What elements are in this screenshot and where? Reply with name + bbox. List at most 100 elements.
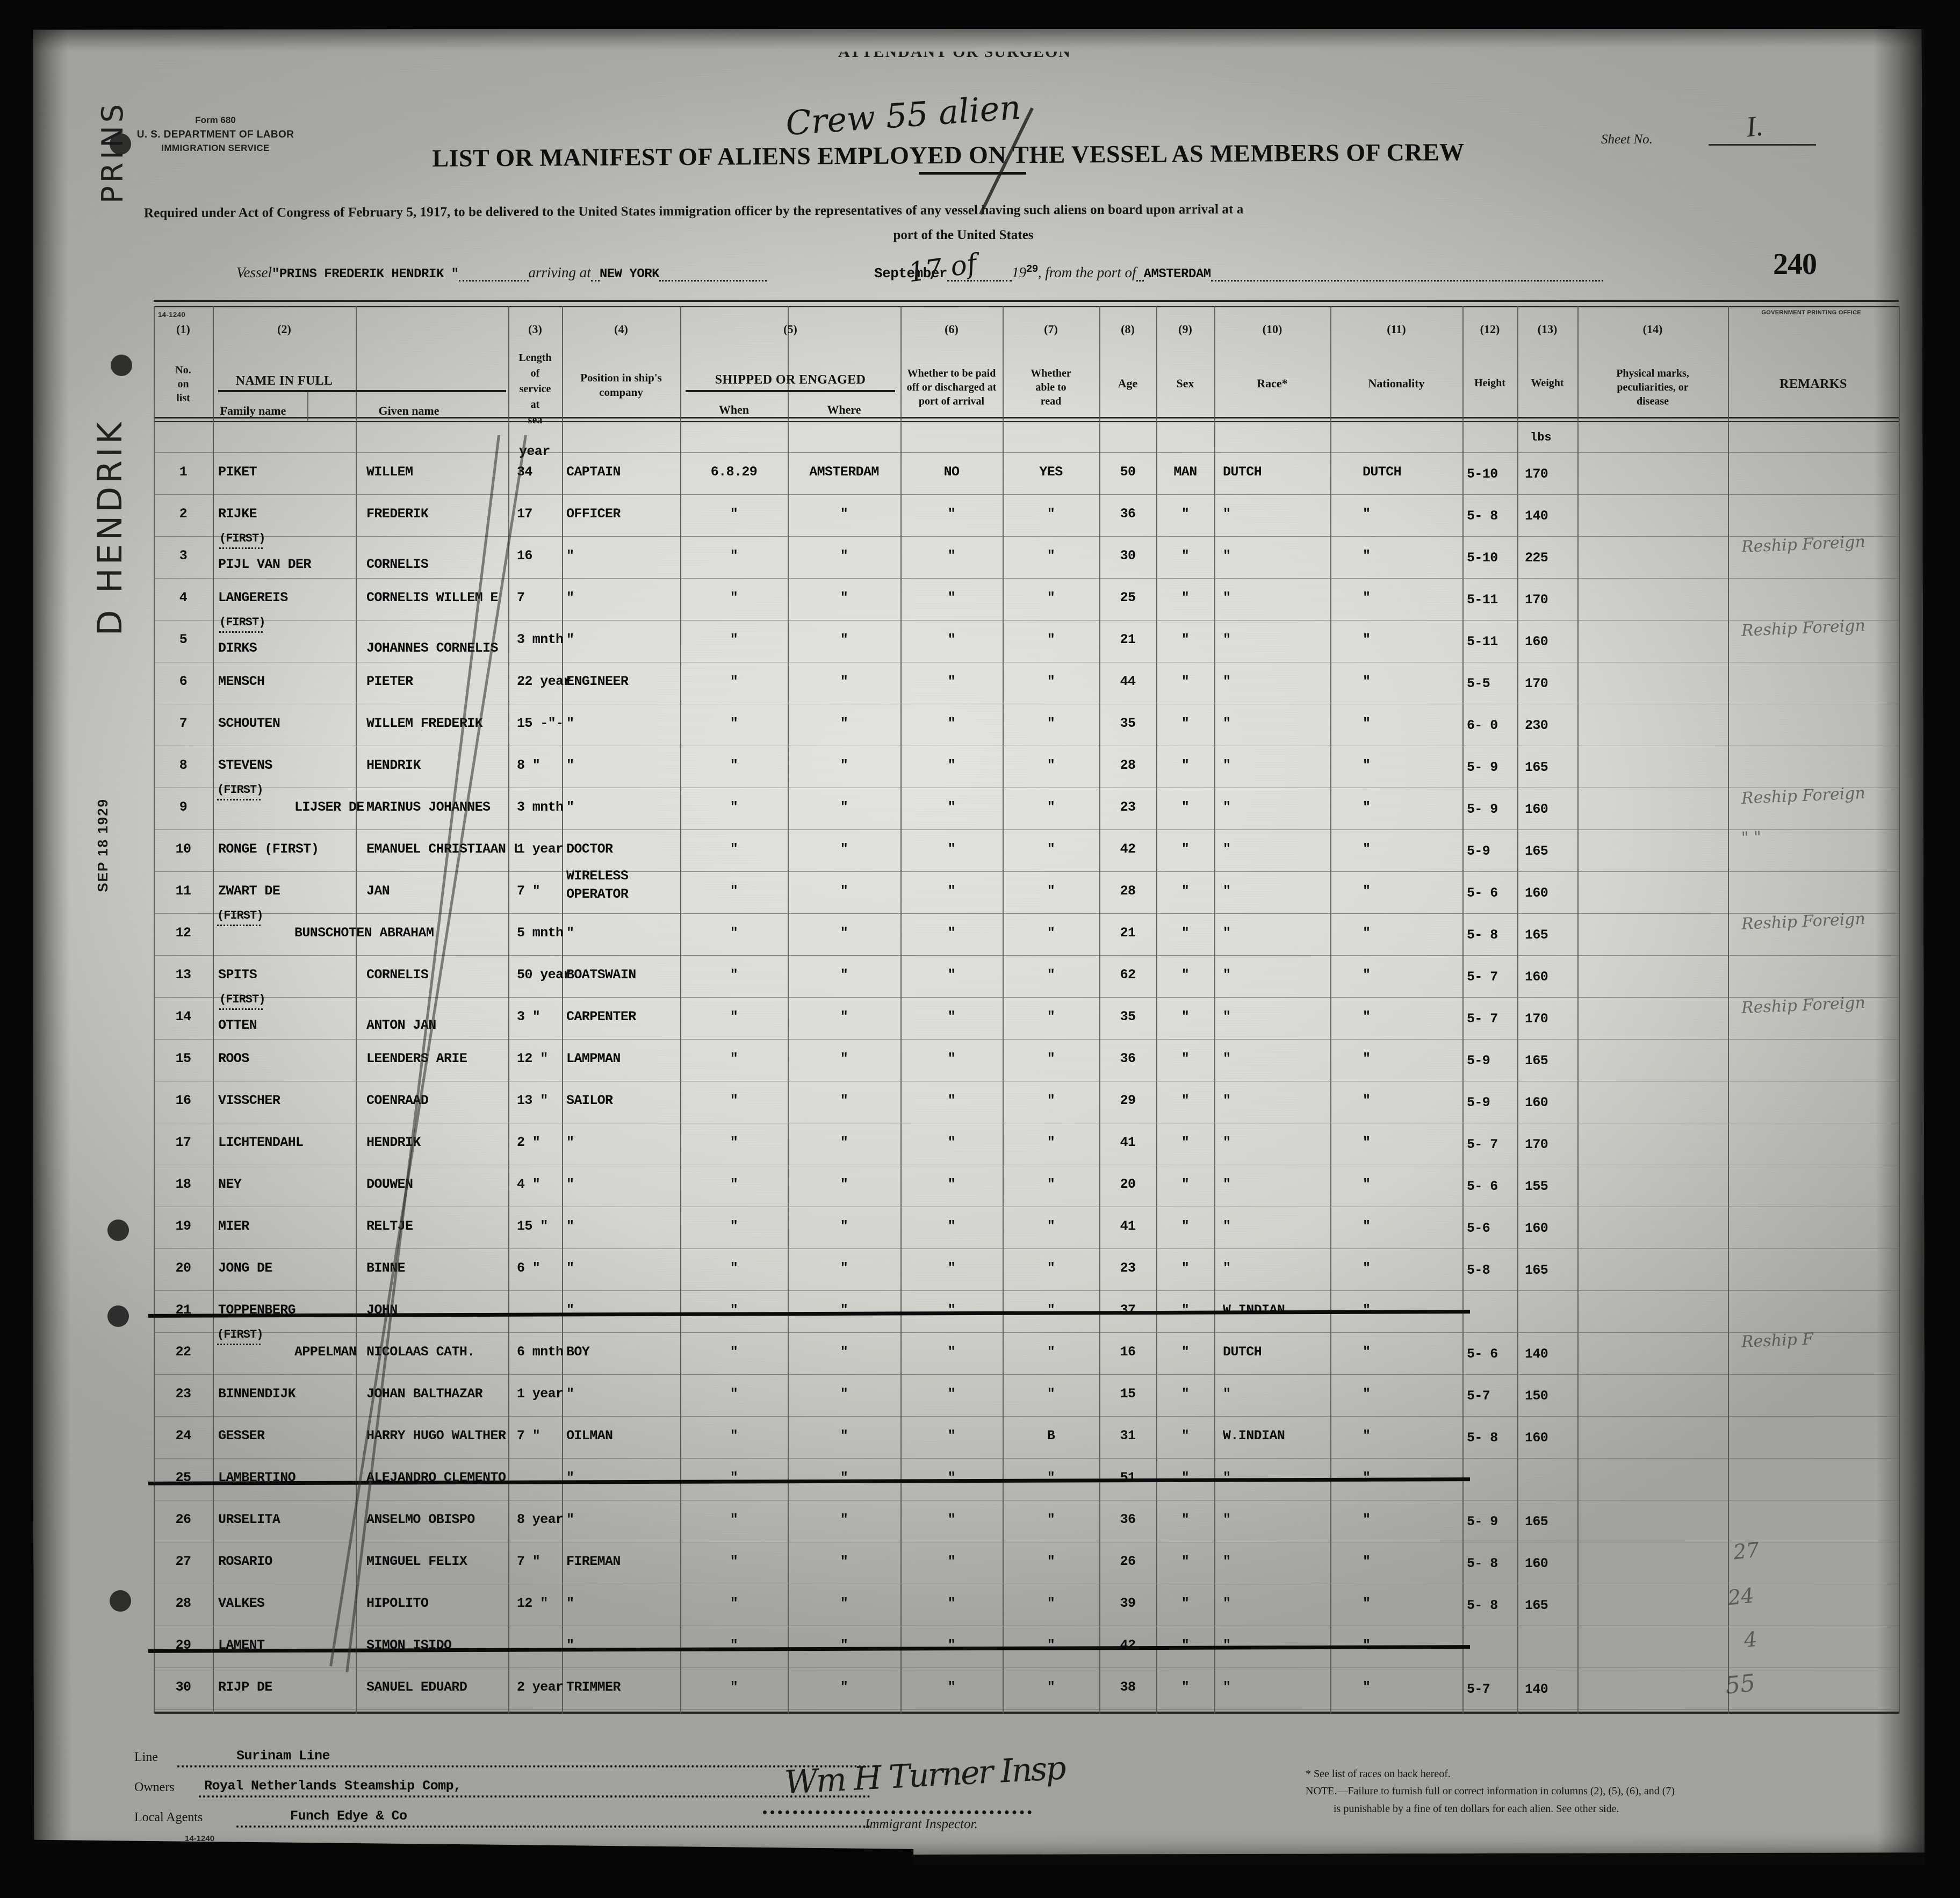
footer-agents-row: Local Agents Funch Edye & Co 14-1240 — [134, 1806, 887, 1843]
column-header-remarks: REMARKS — [1779, 377, 1847, 391]
column-header-name-in-full: NAME IN FULL — [235, 374, 333, 388]
column-header-length-of-service: Length of service at sea — [518, 352, 552, 426]
cropped-top-heading: ATTENDANT OR SURGEON — [838, 52, 1322, 70]
page-number: 240 — [1773, 248, 1817, 281]
row-number: 23 — [175, 1386, 191, 1402]
first-trip-marker: (FIRST) — [217, 1328, 263, 1345]
footer-notes: * See list of races on back hereof. NOTE… — [1306, 1765, 1843, 1817]
note-penalty-line2: is punishable by a fine of ten dollars f… — [1334, 1802, 1619, 1815]
agents-label: Local Agents — [134, 1810, 203, 1824]
hole-punch — [107, 1219, 129, 1241]
column-header-height: Height — [1474, 377, 1505, 389]
scan-border-left — [0, 0, 33, 1898]
column-number-8: (8) — [1121, 322, 1135, 336]
gpo-imprint: GOVERNMENT PRINTING OFFICE — [1761, 309, 1861, 316]
column-header-physical-marks: Physical marks, peculiarities, or diseas… — [1616, 367, 1689, 407]
tally-4: 4 — [1742, 1627, 1759, 1652]
owners-label: Owners — [134, 1780, 175, 1794]
row-number: 17 — [175, 1135, 191, 1150]
column-header-paid-off: Whether to be paid off or discharged at … — [906, 367, 997, 407]
row-number: 2 — [179, 506, 188, 522]
signature-rule — [763, 1810, 1032, 1814]
column-header-age: Age — [1118, 377, 1138, 390]
row-number: 3 — [179, 548, 188, 564]
sheet-number-label: Sheet No. — [1601, 132, 1653, 147]
column-subheader-family-name: Family name — [220, 404, 286, 417]
column-header-nationality: Nationality — [1368, 377, 1425, 390]
row-number: 7 — [179, 716, 188, 731]
vessel-line: Vessel"PRINS FREDERIK HENDRIK " arriving … — [236, 263, 1741, 287]
remark-handwritten: " " — [1741, 828, 1762, 848]
first-trip-marker: (FIRST) — [219, 616, 265, 633]
scan-border-right — [1925, 0, 1960, 1898]
column-number-2: (2) — [277, 322, 291, 336]
agents-value: Funch Edye & Co — [290, 1808, 407, 1824]
row-number: 18 — [175, 1177, 191, 1192]
form-number: Form 680 — [195, 115, 236, 125]
row-number: 9 — [179, 799, 188, 815]
column-number-12: (12) — [1480, 322, 1500, 336]
first-trip-marker: (FIRST) — [217, 909, 263, 926]
column-header-sex: Sex — [1176, 377, 1194, 390]
weight-unit-label: lbs — [1530, 431, 1552, 444]
year-prefix: 19 — [1011, 264, 1026, 280]
row-number: 13 — [175, 967, 191, 983]
hole-punch — [110, 1590, 131, 1612]
first-trip-marker: (FIRST) — [217, 783, 263, 800]
sheet-number-rule — [1709, 144, 1816, 146]
row-number: 20 — [175, 1260, 191, 1276]
column-number-5: (5) — [783, 322, 797, 336]
row-number: 10 — [175, 841, 191, 857]
column-header-weight: Weight — [1531, 377, 1564, 389]
vessel-name: "PRINS FREDERIK HENDRIK " — [271, 267, 459, 282]
row-number: 26 — [175, 1512, 191, 1527]
footer-owners-row: Owners Royal Netherlands Steamship Comp, — [134, 1776, 887, 1806]
form-designation: Form 680 U. S. DEPARTMENT OF LABOR IMMIG… — [127, 114, 304, 155]
tally-55: 55 — [1724, 1669, 1757, 1700]
column-number-10: (10) — [1262, 322, 1282, 336]
margin-annotation-hendrik: D HENDRIK — [90, 419, 129, 636]
document-footer: Line Surinam Line Owners Royal Netherlan… — [134, 1746, 887, 1843]
title-underline — [919, 172, 1026, 175]
strikethrough-line — [148, 1645, 1471, 1653]
manifest-table: 14-1240 GOVERNMENT PRINTING OFFICE (1) (… — [148, 300, 1900, 1714]
column-number-7: (7) — [1044, 322, 1058, 336]
row-number: 16 — [175, 1093, 191, 1108]
column-number-14: (14) — [1642, 322, 1663, 336]
arrival-port: NEW YORK — [599, 267, 660, 282]
remark-handwritten: Reship F — [1741, 1330, 1814, 1352]
footer-form-code: 14-1240 — [185, 1834, 215, 1843]
row-number: 11 — [175, 883, 191, 899]
line-label: Line — [134, 1750, 158, 1764]
row-number: 8 — [179, 757, 188, 773]
owners-value: Royal Netherlands Steamship Comp, — [204, 1778, 462, 1794]
form-small-code: 14-1240 — [158, 311, 186, 319]
row-number: 6 — [179, 674, 188, 689]
tally-24: 24 — [1726, 1583, 1755, 1610]
note-race-reference: * See list of races on back hereof. — [1306, 1768, 1451, 1780]
column-subheader-where: Where — [827, 403, 861, 416]
column-header-race: Race* — [1257, 377, 1288, 390]
year-suffix: 29 — [1026, 263, 1038, 275]
requirement-text-line2: port of the United States — [893, 228, 1034, 242]
row-number: 14 — [175, 1009, 191, 1024]
column-number-4: (4) — [614, 322, 628, 336]
first-trip-marker: (FIRST) — [219, 993, 265, 1010]
row-number: 24 — [175, 1428, 191, 1444]
footer-line-row: Line Surinam Line — [134, 1746, 887, 1776]
bureau-name: IMMIGRATION SERVICE — [161, 143, 270, 154]
cropped-top-heading-text: ATTENDANT OR SURGEON — [838, 52, 1071, 61]
vessel-label: Vessel — [236, 264, 272, 280]
row-number: 1 — [179, 464, 188, 480]
department-name: U. S. DEPARTMENT OF LABOR — [136, 128, 294, 140]
hole-punch — [111, 355, 132, 376]
column-header-no-on-list: No. on list — [175, 364, 191, 404]
column-number-6: (6) — [945, 322, 959, 336]
row-number: 28 — [175, 1596, 191, 1611]
row-number: 27 — [175, 1554, 191, 1569]
column-number-3: (3) — [528, 322, 542, 336]
row-number: 30 — [175, 1679, 191, 1695]
column-subheader-when: When — [718, 403, 750, 416]
inspector-caption: Immigrant Inspector. — [865, 1817, 978, 1831]
